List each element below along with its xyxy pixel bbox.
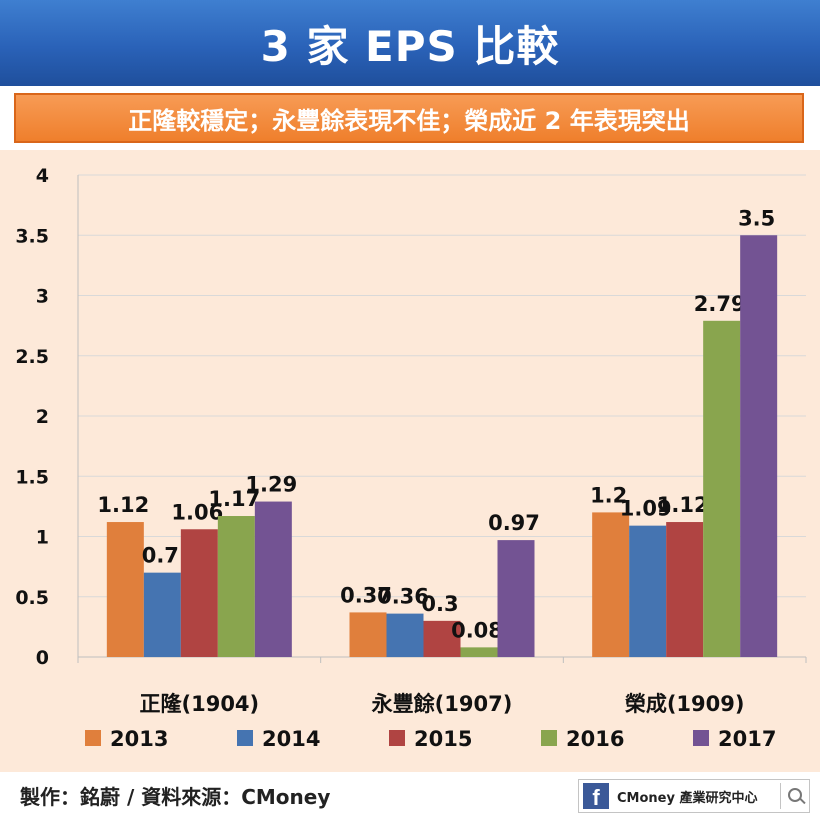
y-tick-label: 1: [36, 527, 49, 549]
legend-label: 2017: [718, 727, 776, 751]
y-tick-label: 3.5: [15, 225, 49, 247]
page-subtitle: 正隆較穩定；永豐餘表現不佳；榮成近 2 年表現突出: [14, 93, 804, 143]
data-label: 0.08: [451, 618, 503, 642]
chart-panel: 0 0.5 1 1.5 2 2.5 3 3.5 4 1.12 0.7 1.06 1.17 1.29 正隆(1…: [0, 150, 820, 772]
data-label: 1.09: [620, 497, 672, 521]
badge-label: CMoney 產業研究中心: [617, 790, 758, 806]
data-label: 1.06: [171, 500, 223, 524]
legend-swatch-2015: [389, 730, 405, 746]
y-tick-label: 0.5: [15, 587, 49, 609]
y-tick-label: 1.5: [15, 466, 49, 488]
eps-bar-chart: 0 0.5 1 1.5 2 2.5 3 3.5 4 1.12 0.7 1.061.171.29 正隆(1…: [15, 165, 807, 751]
data-label: 1.17: [208, 487, 260, 511]
bar-2017: [740, 235, 778, 657]
bar-2015: [180, 529, 218, 657]
data-label: 0.3: [421, 592, 458, 616]
bar-2017: [497, 540, 535, 657]
data-label: 2.79: [694, 292, 746, 316]
legend-swatch-2017: [693, 730, 709, 746]
bar-2015: [666, 522, 704, 657]
bar-2013: [349, 612, 387, 657]
data-label: 1.29: [245, 473, 297, 497]
legend-label: 2015: [414, 727, 472, 751]
y-tick-label: 0: [36, 647, 49, 669]
bar-2015: [423, 620, 461, 657]
data-label: 1.12: [657, 493, 709, 517]
legend-label: 2014: [262, 727, 320, 751]
bar-2014: [629, 525, 667, 657]
data-label: 0.36: [377, 585, 429, 609]
facebook-search-badge[interactable]: f CMoney 產業研究中心: [578, 779, 810, 813]
credit-text: 製作：銘蔚 / 資料來源：CMoney: [20, 785, 331, 809]
data-label: 1.12: [97, 493, 149, 517]
bar-2016: [217, 516, 255, 657]
legend-swatch-2013: [85, 730, 101, 746]
x-tick-label: 正隆(1904): [140, 692, 260, 716]
y-tick-label: 4: [36, 165, 49, 187]
y-tick-label: 2.5: [15, 346, 49, 368]
bar-2013: [106, 522, 144, 657]
legend-swatch-2014: [237, 730, 253, 746]
y-tick-label: 3: [36, 286, 49, 308]
bar-2014: [143, 572, 181, 657]
data-label: 3.5: [738, 206, 775, 230]
search-icon[interactable]: [780, 783, 807, 809]
legend-label: 2013: [110, 727, 168, 751]
legend-swatch-2016: [541, 730, 557, 746]
bar-2017: [254, 501, 292, 657]
bar-2016: [703, 320, 741, 657]
data-label: 0.7: [142, 544, 179, 568]
facebook-icon: f: [583, 783, 609, 809]
bar-2013: [592, 512, 630, 657]
page-title: 3 家 EPS 比較: [0, 0, 820, 86]
y-tick-label: 2: [36, 406, 49, 428]
data-label: 0.37: [340, 583, 392, 607]
x-tick-label: 榮成(1909): [625, 692, 745, 716]
bar-2016: [460, 647, 498, 657]
data-label: 1.2: [590, 483, 627, 507]
bar-2014: [386, 613, 424, 657]
x-tick-label: 永豐餘(1907): [371, 692, 513, 716]
legend-label: 2016: [566, 727, 624, 751]
data-label: 0.97: [488, 511, 540, 535]
